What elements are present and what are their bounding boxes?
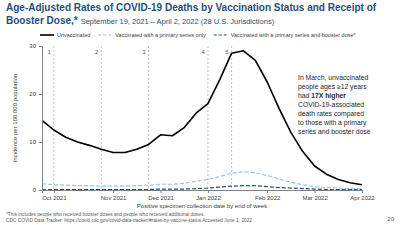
x-tick-label: Jan 2022 (196, 195, 221, 201)
y-tick-mark (39, 142, 42, 143)
y-tick-mark (39, 94, 42, 95)
period-label: 2 (95, 49, 99, 55)
period-label: 4 (202, 49, 206, 55)
y-tick-label: 0 (33, 187, 37, 193)
x-tick-label: Nov 2021 (101, 195, 127, 201)
x-tick-mark (54, 190, 55, 193)
y-tick: 20 (29, 91, 42, 97)
plot-area (42, 46, 362, 190)
x-axis: Oct 2021 Nov 2021 Dec 2021 Jan 2022 Feb 2022… (42, 190, 375, 201)
callout-line: series and booster dose (298, 128, 371, 135)
x-axis-title: Positive specimen collection date by end… (137, 203, 268, 209)
callout-line: had 17X higher (298, 92, 346, 100)
y-axis: 0 10 20 30 (29, 43, 42, 193)
legend-swatch (98, 34, 112, 35)
period-divider (101, 46, 102, 190)
period-label: 5 (225, 49, 229, 55)
x-tick-mark (113, 190, 114, 193)
x-tick-label: Mar 2022 (302, 195, 328, 201)
x-tick-label: Feb 2022 (255, 195, 281, 201)
series-line (42, 172, 362, 189)
y-tick: 0 (33, 187, 42, 193)
period-divider (53, 46, 54, 190)
legend-item: Vaccinated with a primary series only (98, 32, 206, 38)
legend-label: Vaccinated with a primary series only (115, 32, 206, 38)
y-tick-label: 30 (29, 43, 36, 49)
callout-line: people ages ≥12 years (298, 83, 367, 91)
x-axis-line (43, 191, 363, 194)
y-axis-line (39, 47, 43, 191)
y-tick: 30 (29, 43, 42, 49)
title: Age-Adjusted Rates of COVID-19 Deaths by… (6, 2, 377, 13)
subtitle: September 19, 2021 – April 2, 2022 (28 U… (81, 17, 275, 26)
x-tick-label: Dec 2021 (148, 195, 174, 201)
footnote: *This includes people who received boost… (6, 212, 205, 217)
y-tick-mark (39, 46, 42, 47)
legend-label: Vaccinated with a primary series and boo… (231, 32, 357, 38)
chart: Age-Adjusted Rates of COVID-19 Deaths by… (0, 0, 400, 225)
callout-line: death rates compared (298, 110, 364, 118)
callout-line: In March, unvaccinated (298, 74, 368, 81)
title-line-2: Booster Dose,*September 19, 2021 – April… (6, 15, 275, 26)
x-tick: Jan 2022 (196, 190, 221, 201)
x-tick: Nov 2021 (101, 190, 127, 201)
x-tick-mark (362, 190, 363, 193)
x-tick-mark (315, 190, 316, 193)
y-tick-mark (39, 190, 42, 191)
series-line (42, 51, 362, 185)
page-number: 20 (387, 216, 394, 222)
x-tick: Mar 2022 (302, 190, 328, 201)
x-tick: Apr 2022 (350, 190, 375, 201)
x-tick-mark (161, 190, 162, 193)
legend-item: Vaccinated with a primary series and boo… (214, 32, 357, 38)
callout-emphasis: 17X higher (311, 92, 346, 100)
legend-swatch (40, 34, 54, 36)
period-divider (207, 46, 208, 190)
period-label: 3 (142, 49, 146, 55)
callout-text: had (298, 92, 311, 99)
y-tick-label: 10 (29, 139, 36, 145)
legend-label: Unvaccinated (57, 32, 90, 38)
y-tick-label: 20 (29, 91, 36, 97)
legend-swatch (214, 34, 228, 35)
callout: In March, unvaccinated people ages ≥12 ye… (298, 74, 371, 135)
legend-item: Unvaccinated (40, 32, 90, 38)
series-line (42, 186, 362, 190)
period-divider (231, 46, 232, 190)
period-label: 1 (48, 49, 52, 55)
x-tick: Oct 2021 (42, 190, 67, 201)
footnote: CDC COVID Data Tracker: https://covid.cd… (6, 218, 252, 223)
x-tick: Feb 2022 (255, 190, 281, 201)
x-tick: Dec 2021 (148, 190, 174, 201)
x-tick-mark (208, 190, 209, 193)
y-axis-title: Incidence per 100,000 population (12, 74, 18, 163)
title: Booster Dose,* (6, 15, 78, 26)
x-tick-mark (267, 190, 268, 193)
legend: Unvaccinated Vaccinated with a primary se… (40, 32, 357, 38)
y-tick: 10 (29, 139, 42, 145)
callout-line: to those with a primary (298, 119, 367, 127)
x-tick-label: Oct 2021 (42, 195, 67, 201)
x-tick-label: Apr 2022 (350, 195, 375, 201)
period-divider (148, 46, 149, 190)
callout-line: COVID-19-associated (298, 101, 364, 108)
